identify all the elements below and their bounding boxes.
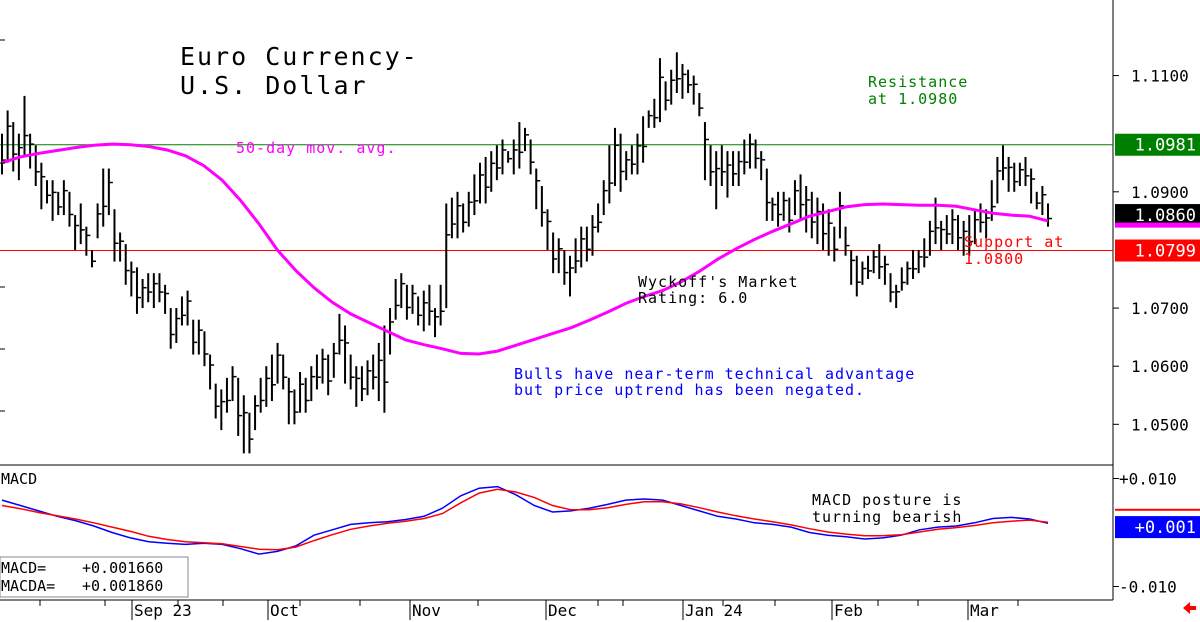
moving-average-tag xyxy=(1115,222,1200,228)
macd-current-tag: +0.001 xyxy=(1135,518,1196,538)
resistance-tag-bg xyxy=(1115,133,1200,156)
comment-line1: Bulls have near-term technical advantage xyxy=(514,365,915,383)
resistance-label-line2: at 1.0980 xyxy=(868,90,958,108)
date-tick-label: Sep 23 xyxy=(134,601,192,620)
date-tick-label: Nov xyxy=(412,601,441,620)
chart-title: Euro Currency- U.S. Dollar xyxy=(180,42,419,100)
macda-stat-label: MACDA= xyxy=(1,577,55,595)
macd-stat-value: +0.001660 xyxy=(82,559,163,577)
comment-line2: but price uptrend has been negated. xyxy=(514,381,865,399)
macd-current-tag-bg xyxy=(1115,516,1200,539)
macda-line xyxy=(1,488,1049,551)
macd-tick-label: -0.010 xyxy=(1119,578,1177,597)
date-tick-label: Oct xyxy=(270,601,299,620)
price-tick-label: 1.1100 xyxy=(1131,67,1189,86)
rating-label-line1: Wyckoff's Market xyxy=(638,273,799,291)
macda-current-tag xyxy=(1115,508,1200,511)
left-arrow-icon[interactable] xyxy=(1183,602,1196,614)
macda-stat-value: +0.001860 xyxy=(82,577,163,595)
price-tick-label: 1.0700 xyxy=(1131,299,1189,318)
macd-line xyxy=(1,485,1049,555)
moving-average-label: 50-day mov. avg. xyxy=(236,139,397,157)
macd-tick-label: +0.010 xyxy=(1119,470,1177,489)
support-tag: 1.0799 xyxy=(1135,242,1196,262)
support-label-line2: 1.0800 xyxy=(964,250,1024,268)
support-label-line1: Support at xyxy=(964,233,1064,251)
macd-comment-line1: MACD posture is xyxy=(812,491,962,509)
date-tick-label: Feb xyxy=(834,601,863,620)
price-tick-label: 1.0600 xyxy=(1131,357,1189,376)
last-price-tag: 1.0860 xyxy=(1135,206,1196,226)
macd-comment-line2: turning bearish xyxy=(812,508,962,526)
support-tag-bg xyxy=(1115,239,1200,262)
date-tick-label: Dec xyxy=(548,601,577,620)
rating-label-line2: Rating: 6.0 xyxy=(638,289,748,307)
date-tick-label: Mar xyxy=(970,601,999,620)
chart-title-line2: U.S. Dollar xyxy=(180,71,368,100)
date-tick-label: Jan 24 xyxy=(685,601,743,620)
macd-stat-label: MACD= xyxy=(1,559,46,577)
macd-title: MACD xyxy=(1,470,37,488)
chart-title-line1: Euro Currency- xyxy=(180,42,419,71)
macd-stats-box xyxy=(0,556,189,598)
price-tick-label: 1.0500 xyxy=(1131,415,1189,434)
resistance-tag: 1.0981 xyxy=(1135,136,1196,156)
resistance-label-line1: Resistance xyxy=(868,73,968,91)
price-tick-label: 1.0900 xyxy=(1131,183,1189,202)
last-price-tag-bg xyxy=(1115,204,1200,227)
moving-average-line xyxy=(1,142,1049,356)
